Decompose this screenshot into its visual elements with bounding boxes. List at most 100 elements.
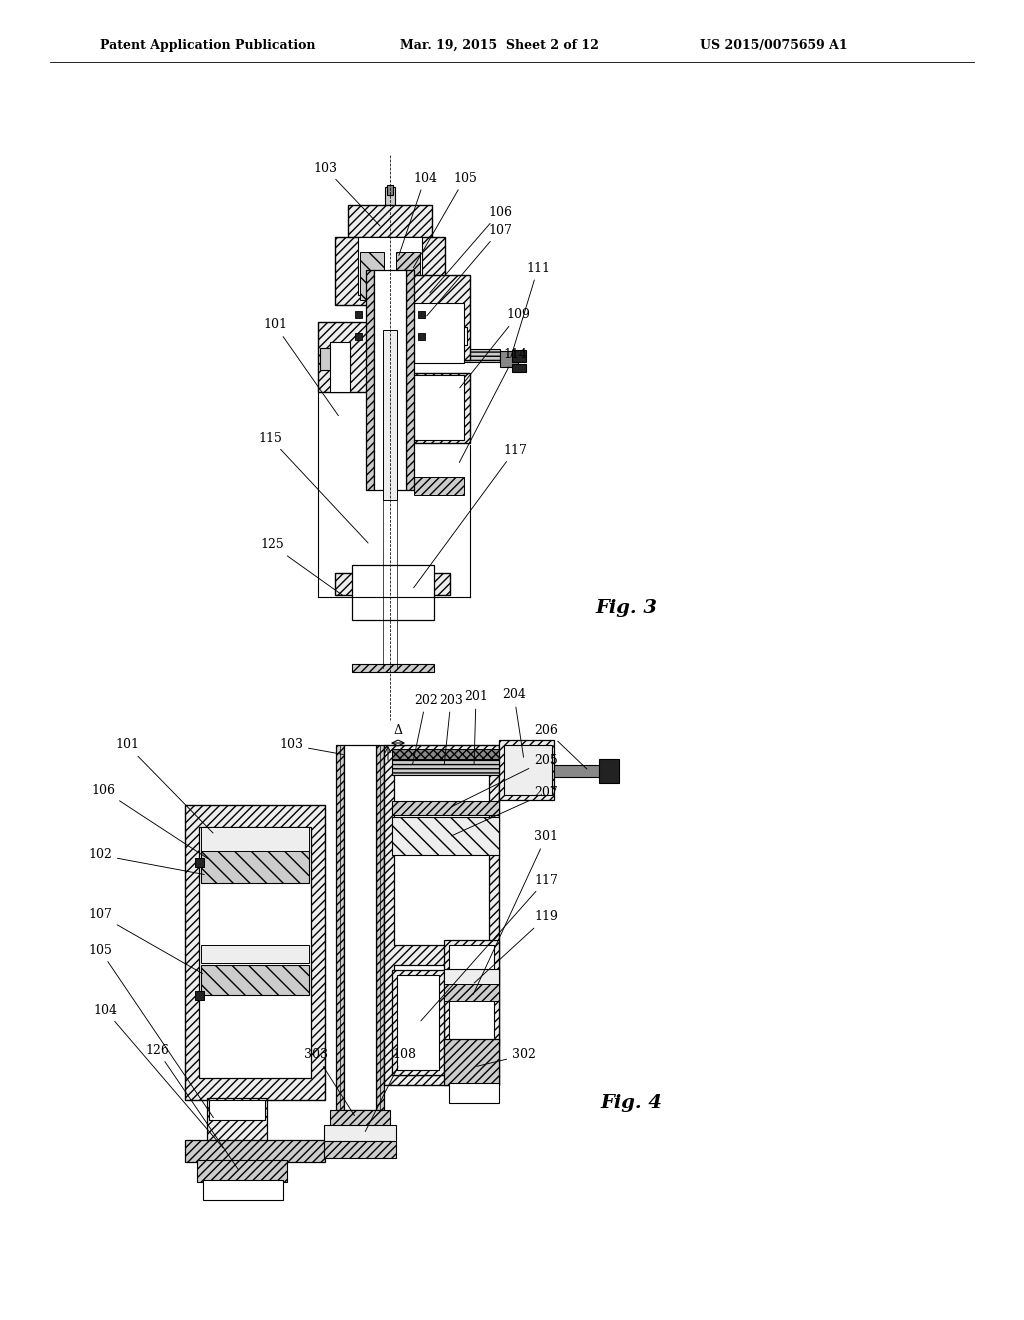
Bar <box>512 364 526 372</box>
Bar <box>412 327 467 345</box>
Bar <box>348 205 432 238</box>
Bar <box>504 744 552 795</box>
Text: 103: 103 <box>313 161 380 226</box>
Text: 114: 114 <box>460 348 527 462</box>
Bar <box>368 240 412 256</box>
Text: 107: 107 <box>427 223 512 315</box>
Bar <box>185 1140 325 1162</box>
Text: 105: 105 <box>414 172 477 268</box>
Text: 101: 101 <box>263 318 338 416</box>
Bar <box>444 969 499 985</box>
Bar <box>203 1180 283 1200</box>
Bar <box>418 312 425 318</box>
Bar <box>355 333 362 341</box>
Bar <box>358 238 422 294</box>
Bar <box>392 801 499 814</box>
Text: 205: 205 <box>452 754 558 807</box>
Bar <box>512 350 526 362</box>
Text: 303: 303 <box>304 1048 354 1115</box>
Bar <box>500 351 518 367</box>
Text: 101: 101 <box>115 738 213 833</box>
Bar <box>360 252 384 300</box>
Bar <box>352 565 434 620</box>
Bar <box>445 348 500 362</box>
Text: 126: 126 <box>145 1044 239 1170</box>
Text: 207: 207 <box>452 787 558 836</box>
Bar <box>444 983 499 1001</box>
Text: 105: 105 <box>88 944 213 1118</box>
Text: 125: 125 <box>260 539 343 595</box>
Bar <box>376 744 384 1110</box>
Bar <box>352 664 434 672</box>
Text: 117: 117 <box>414 444 527 587</box>
Bar <box>385 187 395 205</box>
Text: 202: 202 <box>413 693 438 764</box>
Text: 109: 109 <box>460 309 530 388</box>
Bar <box>387 185 393 195</box>
Bar <box>394 965 489 1074</box>
Text: 103: 103 <box>279 738 343 755</box>
Bar <box>499 741 554 800</box>
Bar <box>201 965 309 995</box>
Bar <box>372 256 408 271</box>
Bar <box>383 330 397 500</box>
Text: 104: 104 <box>399 172 437 255</box>
Bar <box>444 940 499 1045</box>
Bar <box>344 744 376 1110</box>
Text: Mar. 19, 2015  Sheet 2 of 12: Mar. 19, 2015 Sheet 2 of 12 <box>400 38 599 51</box>
Text: Δ: Δ <box>393 723 402 737</box>
Bar <box>199 828 311 1078</box>
Bar <box>197 1160 287 1181</box>
Bar <box>392 970 444 1074</box>
Text: 102: 102 <box>88 849 204 874</box>
Text: 115: 115 <box>258 432 368 543</box>
Text: 301: 301 <box>473 830 558 994</box>
Text: Patent Application Publication: Patent Application Publication <box>100 38 315 51</box>
Bar <box>324 1125 396 1142</box>
Bar <box>201 849 309 883</box>
Bar <box>392 759 499 775</box>
Bar <box>384 744 499 1085</box>
Text: 107: 107 <box>88 908 203 974</box>
Bar <box>408 374 470 444</box>
Bar <box>414 375 464 440</box>
Text: 108: 108 <box>366 1048 416 1131</box>
Bar <box>319 348 350 370</box>
Bar <box>201 828 309 851</box>
Bar <box>195 991 204 1001</box>
Text: 106: 106 <box>91 784 208 858</box>
Bar <box>397 975 439 1071</box>
Text: 203: 203 <box>439 693 463 764</box>
Bar <box>324 1140 396 1158</box>
Text: 204: 204 <box>502 689 526 758</box>
Bar <box>374 271 406 490</box>
Bar <box>336 744 344 1110</box>
Bar <box>201 945 309 964</box>
Text: 104: 104 <box>93 1003 223 1148</box>
Bar <box>318 322 376 392</box>
Bar <box>330 342 350 392</box>
Text: 206: 206 <box>535 723 587 770</box>
Text: 119: 119 <box>474 911 558 983</box>
Bar <box>207 1098 267 1142</box>
Bar <box>195 858 204 867</box>
Bar <box>355 312 362 318</box>
Bar <box>414 304 464 363</box>
Text: 111: 111 <box>511 261 550 358</box>
Bar <box>396 252 420 300</box>
Bar <box>406 271 414 490</box>
Bar <box>408 275 470 360</box>
Bar <box>418 333 425 341</box>
Bar <box>335 573 450 595</box>
Text: US 2015/0075659 A1: US 2015/0075659 A1 <box>700 38 848 51</box>
Bar <box>449 1082 499 1104</box>
Bar <box>394 760 489 945</box>
Text: 117: 117 <box>421 874 558 1020</box>
Bar <box>599 759 618 783</box>
Text: Fig. 4: Fig. 4 <box>600 1094 662 1111</box>
Text: 201: 201 <box>464 690 488 764</box>
Text: Fig. 3: Fig. 3 <box>595 599 657 616</box>
Bar <box>335 238 445 305</box>
Bar <box>209 1100 265 1119</box>
Bar <box>392 817 499 855</box>
